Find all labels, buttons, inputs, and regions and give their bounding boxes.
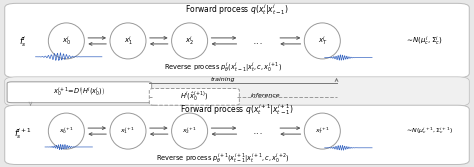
Text: $f_s^i$: $f_s^i$ [19, 34, 27, 49]
Text: $\sim\!N(\mu_c^i, \Sigma_c^i)$: $\sim\!N(\mu_c^i, \Sigma_c^i)$ [405, 34, 443, 48]
Text: training: training [210, 77, 235, 82]
Text: $\sim\!N(\mu_c^{i+1}, \Sigma_c^{i+1})$: $\sim\!N(\mu_c^{i+1}, \Sigma_c^{i+1})$ [405, 126, 453, 136]
Ellipse shape [48, 113, 84, 149]
Text: Reverse process $p_\theta^i(x_{t-1}^i|x_t^i, c, x_0^{i+1})$: Reverse process $p_\theta^i(x_{t-1}^i|x_… [164, 60, 282, 74]
Text: $x_1^i$: $x_1^i$ [124, 34, 132, 48]
Text: $x_1^{i+1}$: $x_1^{i+1}$ [120, 126, 136, 136]
Text: $x_0^{i+1}\!=\!D^i\!\left(H^i(x_0^i)\right)$: $x_0^{i+1}\!=\!D^i\!\left(H^i(x_0^i)\rig… [54, 86, 105, 99]
Ellipse shape [48, 23, 84, 59]
FancyBboxPatch shape [5, 105, 469, 164]
Text: ...: ... [253, 36, 264, 46]
Ellipse shape [172, 23, 208, 59]
Text: $x_2^{i+1}$: $x_2^{i+1}$ [182, 126, 197, 136]
Text: Forward process $q(x_t^{i+1}|x_{t-1}^{i+1})$: Forward process $q(x_t^{i+1}|x_{t-1}^{i+… [180, 102, 294, 117]
Text: $x_T^{i+1}$: $x_T^{i+1}$ [315, 126, 330, 136]
Ellipse shape [304, 23, 340, 59]
Text: ...: ... [253, 126, 264, 136]
Ellipse shape [110, 113, 146, 149]
FancyBboxPatch shape [7, 82, 152, 103]
Text: $f_s^{i+1}$: $f_s^{i+1}$ [14, 126, 32, 141]
Text: $x_0^{i+1}$: $x_0^{i+1}$ [59, 126, 74, 136]
FancyBboxPatch shape [5, 3, 469, 78]
Text: $H^i(\hat{x}_0^{(+1)})$: $H^i(\hat{x}_0^{(+1)})$ [180, 90, 209, 104]
Ellipse shape [172, 113, 208, 149]
Text: Reverse process $p_\theta^{i+1}(x_{t-1}^{i+1}|x_t^{i+1}, c, x_0^{i+2})$: Reverse process $p_\theta^{i+1}(x_{t-1}^… [156, 151, 290, 165]
FancyBboxPatch shape [149, 89, 239, 105]
Ellipse shape [304, 113, 340, 149]
Text: $x_T^i$: $x_T^i$ [318, 34, 327, 48]
Text: Forward process $q(x_t^i|x_{t-1}^i)$: Forward process $q(x_t^i|x_{t-1}^i)$ [185, 2, 289, 17]
FancyBboxPatch shape [5, 77, 469, 106]
Text: $x_0^i$: $x_0^i$ [62, 34, 71, 48]
Text: $x_2^i$: $x_2^i$ [185, 34, 194, 48]
Text: inference: inference [251, 93, 280, 98]
Ellipse shape [110, 23, 146, 59]
